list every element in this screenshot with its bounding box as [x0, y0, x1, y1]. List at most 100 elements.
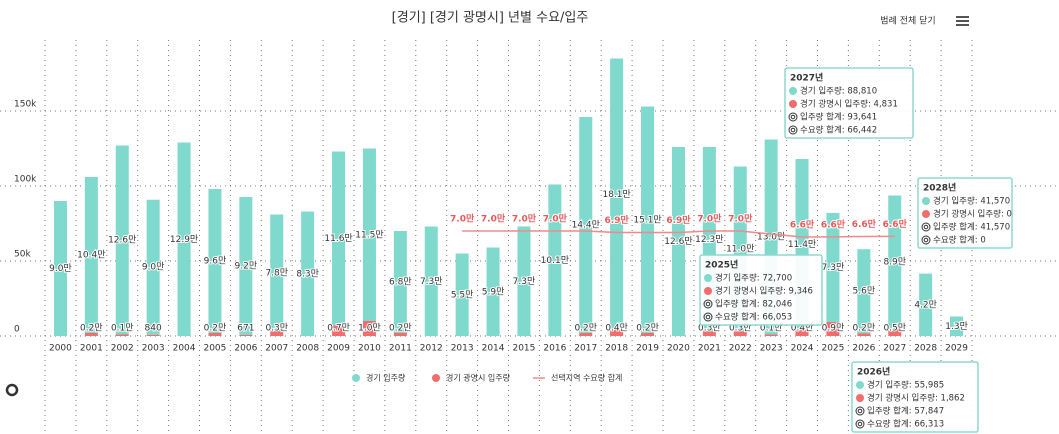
bar	[393, 333, 407, 336]
tooltip-marker	[856, 381, 864, 389]
tooltip-line: 경기 광명시 입주량: 0	[933, 209, 1012, 220]
bar	[888, 328, 902, 336]
tooltip-marker	[923, 237, 929, 243]
tooltip-line: 경기 입주량: 55,985	[867, 380, 944, 391]
data-label: 0.5만	[883, 323, 906, 334]
bar	[84, 177, 98, 333]
bar	[733, 331, 747, 336]
x-tick-label: 2011	[389, 344, 412, 354]
data-label: 0.2만	[853, 323, 876, 334]
x-tick-label: 2004	[173, 344, 196, 354]
bar	[486, 247, 500, 336]
data-label: 0.7만	[327, 323, 350, 334]
bar	[270, 331, 284, 336]
tooltip-line: 경기 광명시 입주량: 9,346	[715, 286, 813, 297]
data-label: 7.0만	[512, 213, 537, 225]
x-tick-label: 2010	[358, 344, 381, 354]
bar	[579, 333, 593, 336]
tooltip-line: 입주량 합계: 93,641	[800, 112, 877, 123]
demand-line	[462, 230, 895, 238]
tooltip-title: 2025년	[705, 259, 738, 271]
bar	[146, 334, 160, 336]
x-tick-label: 2002	[111, 344, 134, 354]
data-label: 0.1만	[111, 323, 134, 334]
tooltip-marker	[857, 421, 863, 427]
bar	[332, 325, 346, 336]
tooltip-box	[851, 361, 979, 433]
tooltip-marker	[789, 87, 797, 95]
tooltip-line: 경기 입주량: 72,700	[715, 273, 792, 284]
x-tick-label: 2023	[760, 344, 783, 354]
legend-marker	[352, 374, 360, 382]
data-label: 9.0만	[49, 263, 72, 274]
tooltip-marker	[704, 287, 712, 295]
legend-toggle[interactable]: 범례 전체 닫기	[880, 15, 935, 27]
data-label: 12.6만	[108, 235, 136, 246]
bar	[517, 226, 531, 336]
bar	[84, 333, 98, 336]
bar	[270, 214, 284, 332]
data-label: 0.3만	[265, 323, 288, 334]
data-label: 1.0만	[358, 323, 381, 334]
tooltip-marker	[790, 114, 796, 120]
tooltip-marker	[788, 112, 798, 122]
data-label: 6.6만	[821, 218, 846, 230]
tooltip-line: 입주량 합계: 57,847	[867, 406, 944, 417]
data-label: 11.6만	[324, 233, 352, 244]
bar	[239, 196, 253, 335]
bar	[888, 195, 902, 329]
data-label: 5.6만	[853, 286, 876, 297]
icon	[5, 383, 19, 397]
bar	[610, 58, 624, 330]
bar	[239, 334, 253, 336]
x-tick-label: 2027	[883, 344, 906, 354]
tooltip-box	[784, 67, 914, 139]
bar	[362, 321, 376, 336]
bar	[332, 151, 346, 326]
bar	[548, 184, 562, 336]
menu-icon[interactable]	[956, 16, 969, 26]
data-label: 6.6만	[883, 218, 908, 230]
data-label: 18.1만	[602, 189, 630, 200]
tooltip-box	[699, 254, 823, 326]
bar	[641, 106, 655, 333]
bar	[393, 231, 407, 333]
tooltip-line: 경기 광명시 입주량: 1,862	[867, 393, 965, 404]
tooltip-line: 경기 광명시 입주량: 4,831	[800, 99, 898, 110]
tooltip-marker	[705, 301, 711, 307]
tooltip-line: 수요량 합계: 66,442	[800, 125, 877, 136]
data-label: 6.6만	[790, 219, 815, 231]
bar	[424, 226, 438, 336]
x-tick-label: 2007	[265, 344, 288, 354]
y-tick-label: 100k	[14, 175, 37, 185]
data-label: 12.9만	[170, 234, 198, 245]
data-label: 7.0만	[543, 213, 568, 225]
x-tick-label: 2012	[420, 344, 443, 354]
tooltip-marker	[855, 419, 865, 429]
data-label: 0.2만	[80, 323, 103, 334]
data-label: 10.4만	[77, 250, 105, 261]
x-tick-label: 2005	[203, 344, 226, 354]
bar	[795, 330, 809, 336]
bar	[641, 333, 655, 336]
data-label: 12.3만	[695, 234, 723, 245]
bar	[208, 333, 222, 336]
tooltip-marker	[703, 312, 713, 322]
bar	[455, 253, 469, 336]
data-label: 7.0만	[728, 213, 753, 225]
x-tick-label: 2028	[914, 344, 937, 354]
data-label: 9.6만	[204, 256, 227, 267]
data-label: 10.1만	[541, 255, 569, 266]
data-label: 840	[145, 324, 162, 334]
bar	[919, 273, 933, 336]
y-tick-label: 50k	[14, 250, 31, 260]
data-label: 12.6만	[664, 236, 692, 247]
tooltip-marker	[705, 314, 711, 320]
bar	[857, 249, 871, 334]
tooltip-title: 2026년	[857, 366, 890, 378]
data-label: 6.8만	[389, 277, 412, 288]
tooltip-box	[917, 177, 1013, 249]
x-tick-label: 2024	[791, 344, 814, 354]
